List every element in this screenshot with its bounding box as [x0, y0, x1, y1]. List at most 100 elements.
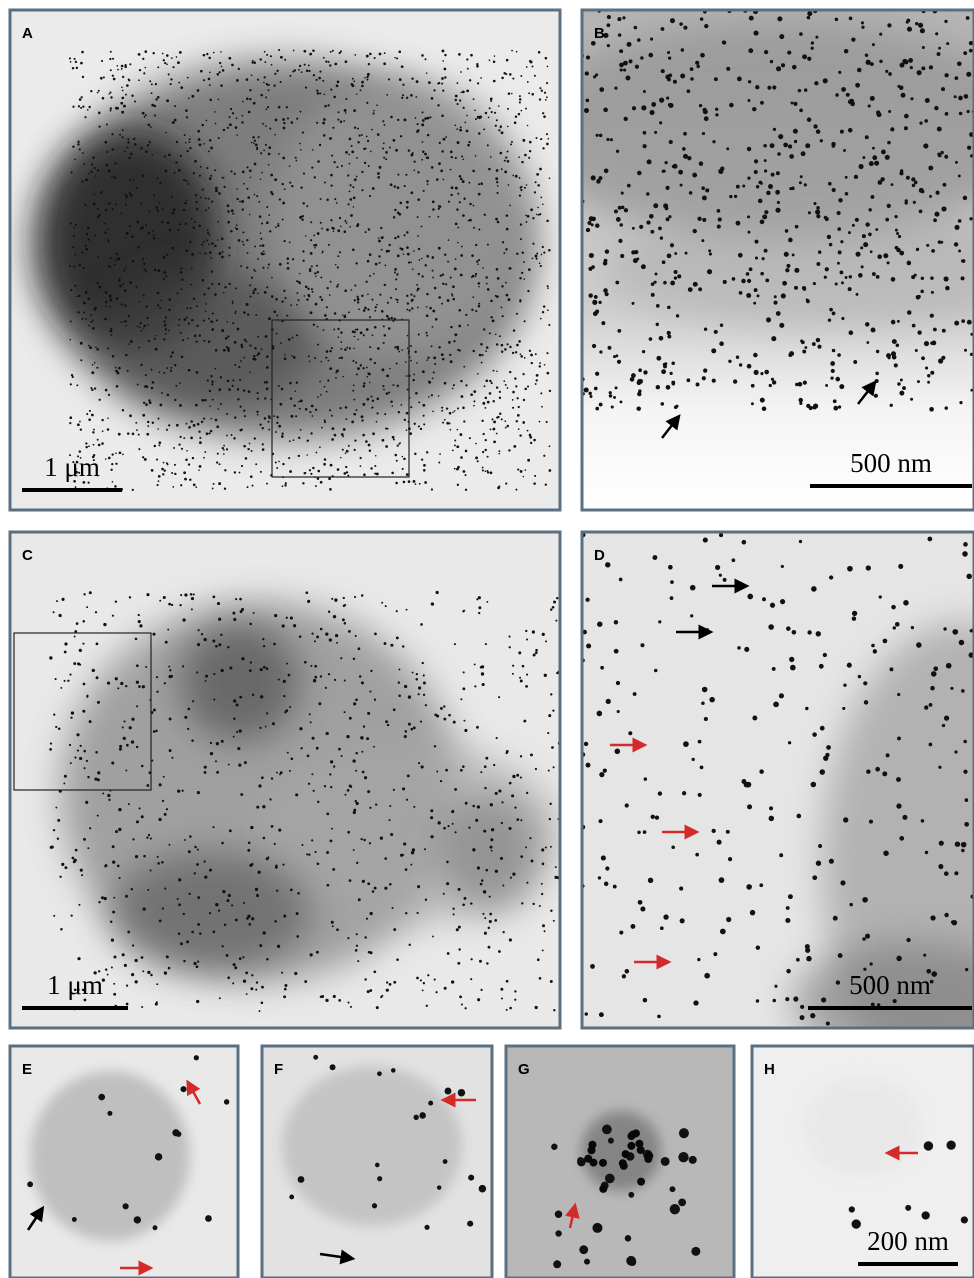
gold-particle: [473, 663, 476, 666]
gold-particle: [498, 390, 501, 393]
gold-particle: [930, 671, 937, 677]
gold-particle: [752, 715, 758, 721]
gold-particle: [357, 338, 359, 341]
gold-particle: [138, 685, 141, 688]
gold-particle: [849, 902, 853, 907]
gold-particle: [27, 1181, 34, 1188]
gold-particle: [549, 845, 552, 848]
gold-particle: [155, 334, 158, 337]
gold-particle: [256, 148, 259, 151]
gold-particle: [49, 742, 53, 745]
gold-particle: [855, 82, 861, 88]
gold-particle: [488, 59, 491, 61]
gold-particle: [480, 77, 482, 79]
gold-particle: [156, 208, 159, 211]
gold-particle: [265, 667, 269, 670]
gold-particle: [422, 150, 425, 153]
gold-particle: [267, 263, 271, 266]
gold-particle: [198, 143, 202, 147]
gold-particle: [142, 294, 145, 297]
gold-particle: [236, 79, 239, 82]
gold-particle: [735, 220, 741, 226]
gold-particle: [426, 180, 429, 183]
gold-particle: [313, 640, 316, 643]
gold-particle: [209, 71, 211, 74]
gold-particle: [375, 472, 379, 476]
gold-particle: [578, 828, 580, 830]
gold-particle: [156, 484, 159, 487]
gold-particle: [227, 976, 231, 980]
gold-particle: [344, 112, 347, 114]
gold-particle: [210, 146, 213, 150]
gold-particle: [924, 705, 929, 710]
gold-particle: [421, 275, 424, 278]
gold-particle: [815, 35, 819, 39]
gold-particle: [104, 317, 107, 321]
gold-particle: [233, 617, 237, 622]
gold-particle: [890, 127, 895, 132]
gold-particle: [145, 305, 148, 308]
gold-particle: [457, 241, 459, 244]
gold-particle: [431, 200, 435, 204]
gold-particle: [260, 776, 264, 780]
gold-particle: [152, 632, 156, 636]
gold-particle: [289, 181, 292, 184]
gold-particle: [768, 815, 775, 822]
gold-particle: [930, 915, 936, 921]
gold-particle: [416, 976, 419, 980]
gold-particle: [292, 49, 295, 52]
gold-particle: [477, 259, 481, 262]
gold-particle: [129, 340, 133, 343]
gold-particle: [102, 792, 105, 795]
gold-particle: [505, 979, 509, 983]
gold-particle: [400, 65, 404, 69]
gold-particle: [775, 207, 781, 213]
gold-particle: [353, 347, 355, 350]
gold-particle: [453, 340, 456, 343]
gold-particle: [461, 180, 465, 183]
gold-particle: [659, 926, 664, 931]
panel-g: G: [504, 1044, 736, 1278]
gold-particle: [389, 183, 393, 187]
gold-particle: [177, 932, 181, 935]
gold-particle: [165, 131, 167, 134]
gold-particle: [505, 73, 508, 76]
gold-particle: [399, 247, 402, 250]
gold-particle: [124, 65, 127, 69]
gold-particle: [96, 207, 99, 210]
gold-particle: [330, 785, 333, 789]
gold-particle: [241, 208, 244, 211]
gold-particle: [879, 59, 883, 64]
gold-particle: [396, 958, 399, 961]
gold-particle: [87, 172, 90, 175]
gold-particle: [548, 389, 552, 393]
gold-particle: [383, 123, 386, 126]
gold-particle: [465, 313, 468, 316]
gold-particle: [354, 53, 357, 56]
gold-particle: [78, 294, 81, 298]
gold-particle: [588, 252, 594, 259]
gold-particle: [145, 403, 148, 406]
gold-particle: [830, 368, 835, 374]
gold-particle: [527, 268, 531, 271]
gold-particle: [156, 690, 159, 693]
gold-particle: [500, 168, 503, 171]
gold-particle: [426, 451, 429, 454]
gold-particle: [79, 341, 83, 345]
gold-particle: [669, 371, 673, 375]
gold-particle: [101, 430, 104, 433]
gold-particle: [252, 289, 255, 292]
gold-particle: [748, 48, 754, 54]
gold-particle: [435, 991, 438, 994]
gold-particle: [237, 398, 240, 401]
gold-particle: [253, 139, 257, 142]
gold-particle: [691, 1246, 701, 1256]
panel-label: H: [764, 1061, 775, 1078]
gold-particle: [764, 210, 769, 215]
gold-particle: [263, 81, 265, 84]
gold-particle: [380, 248, 383, 251]
gold-particle: [316, 270, 320, 274]
gold-particle: [597, 876, 602, 880]
gold-particle: [90, 387, 93, 389]
gold-particle: [539, 362, 541, 365]
